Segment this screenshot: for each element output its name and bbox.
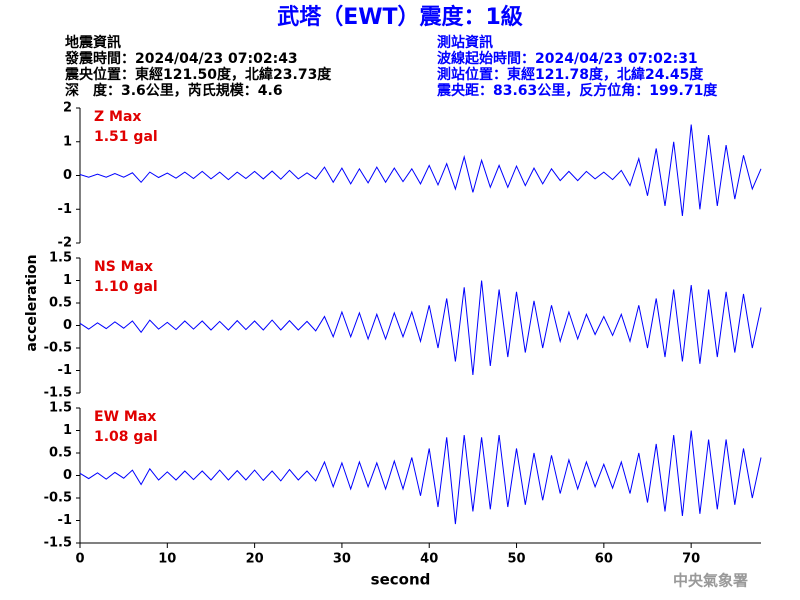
- y-axis-label: acceleration: [24, 254, 40, 351]
- watermark: 中央氣象署: [673, 572, 748, 590]
- annotation: EW Max: [94, 409, 156, 425]
- x-tick-label: 70: [682, 552, 700, 567]
- y-tick-label: -0.5: [44, 491, 72, 506]
- chart-title: 武塔（EWT）震度：1級: [277, 4, 523, 30]
- y-tick-label: -1: [58, 363, 72, 378]
- x-tick-label: 20: [246, 552, 264, 567]
- y-tick-label: -2: [58, 236, 72, 251]
- info-right: 測站位置：東經121.78度，北緯24.45度: [437, 66, 704, 83]
- annotation: 1.51 gal: [94, 129, 158, 145]
- y-tick-label: 1.5: [49, 251, 72, 266]
- x-tick-label: 10: [158, 552, 176, 567]
- info-left: 震央位置：東經121.50度，北緯23.73度: [64, 66, 332, 83]
- y-tick-label: 1: [63, 273, 72, 288]
- y-tick-label: 0.5: [49, 446, 72, 461]
- y-tick-label: 0: [63, 318, 72, 333]
- annotation: 1.08 gal: [94, 429, 158, 445]
- info-right: 測站資訊: [437, 34, 493, 51]
- info-right: 波線起始時間：2024/04/23 07:02:31: [437, 50, 698, 67]
- y-tick-label: -0.5: [44, 341, 72, 356]
- x-tick-label: 60: [595, 552, 613, 567]
- y-tick-label: 1.5: [49, 401, 72, 416]
- waveform: [79, 124, 762, 217]
- y-tick-label: 2: [63, 101, 72, 116]
- y-tick-label: 1: [63, 134, 72, 149]
- x-tick-label: 30: [333, 552, 351, 567]
- annotation: Z Max: [94, 109, 141, 125]
- x-axis-label: second: [371, 571, 431, 589]
- y-tick-label: 0: [63, 168, 72, 183]
- x-tick-label: 40: [420, 552, 438, 567]
- y-tick-label: -1: [58, 202, 72, 217]
- y-tick-label: -1.5: [44, 386, 72, 401]
- waveform: [79, 280, 762, 376]
- info-left: 地震資訊: [65, 34, 121, 51]
- info-left: 深 度：3.6公里，芮氏規模：4.6: [65, 82, 283, 99]
- y-tick-label: -1: [58, 513, 72, 528]
- x-tick-label: 0: [75, 552, 84, 567]
- annotation: NS Max: [94, 259, 153, 275]
- info-right: 震央距：83.63公里，反方位角：199.71度: [436, 82, 718, 99]
- y-tick-label: 0: [63, 468, 72, 483]
- info-left: 發震時間：2024/04/23 07:02:43: [64, 50, 298, 67]
- y-tick-label: 0.5: [49, 296, 72, 311]
- x-tick-label: 50: [507, 552, 525, 567]
- y-tick-label: -1.5: [44, 536, 72, 551]
- y-tick-label: 1: [63, 423, 72, 438]
- waveform: [79, 430, 762, 525]
- annotation: 1.10 gal: [94, 279, 158, 295]
